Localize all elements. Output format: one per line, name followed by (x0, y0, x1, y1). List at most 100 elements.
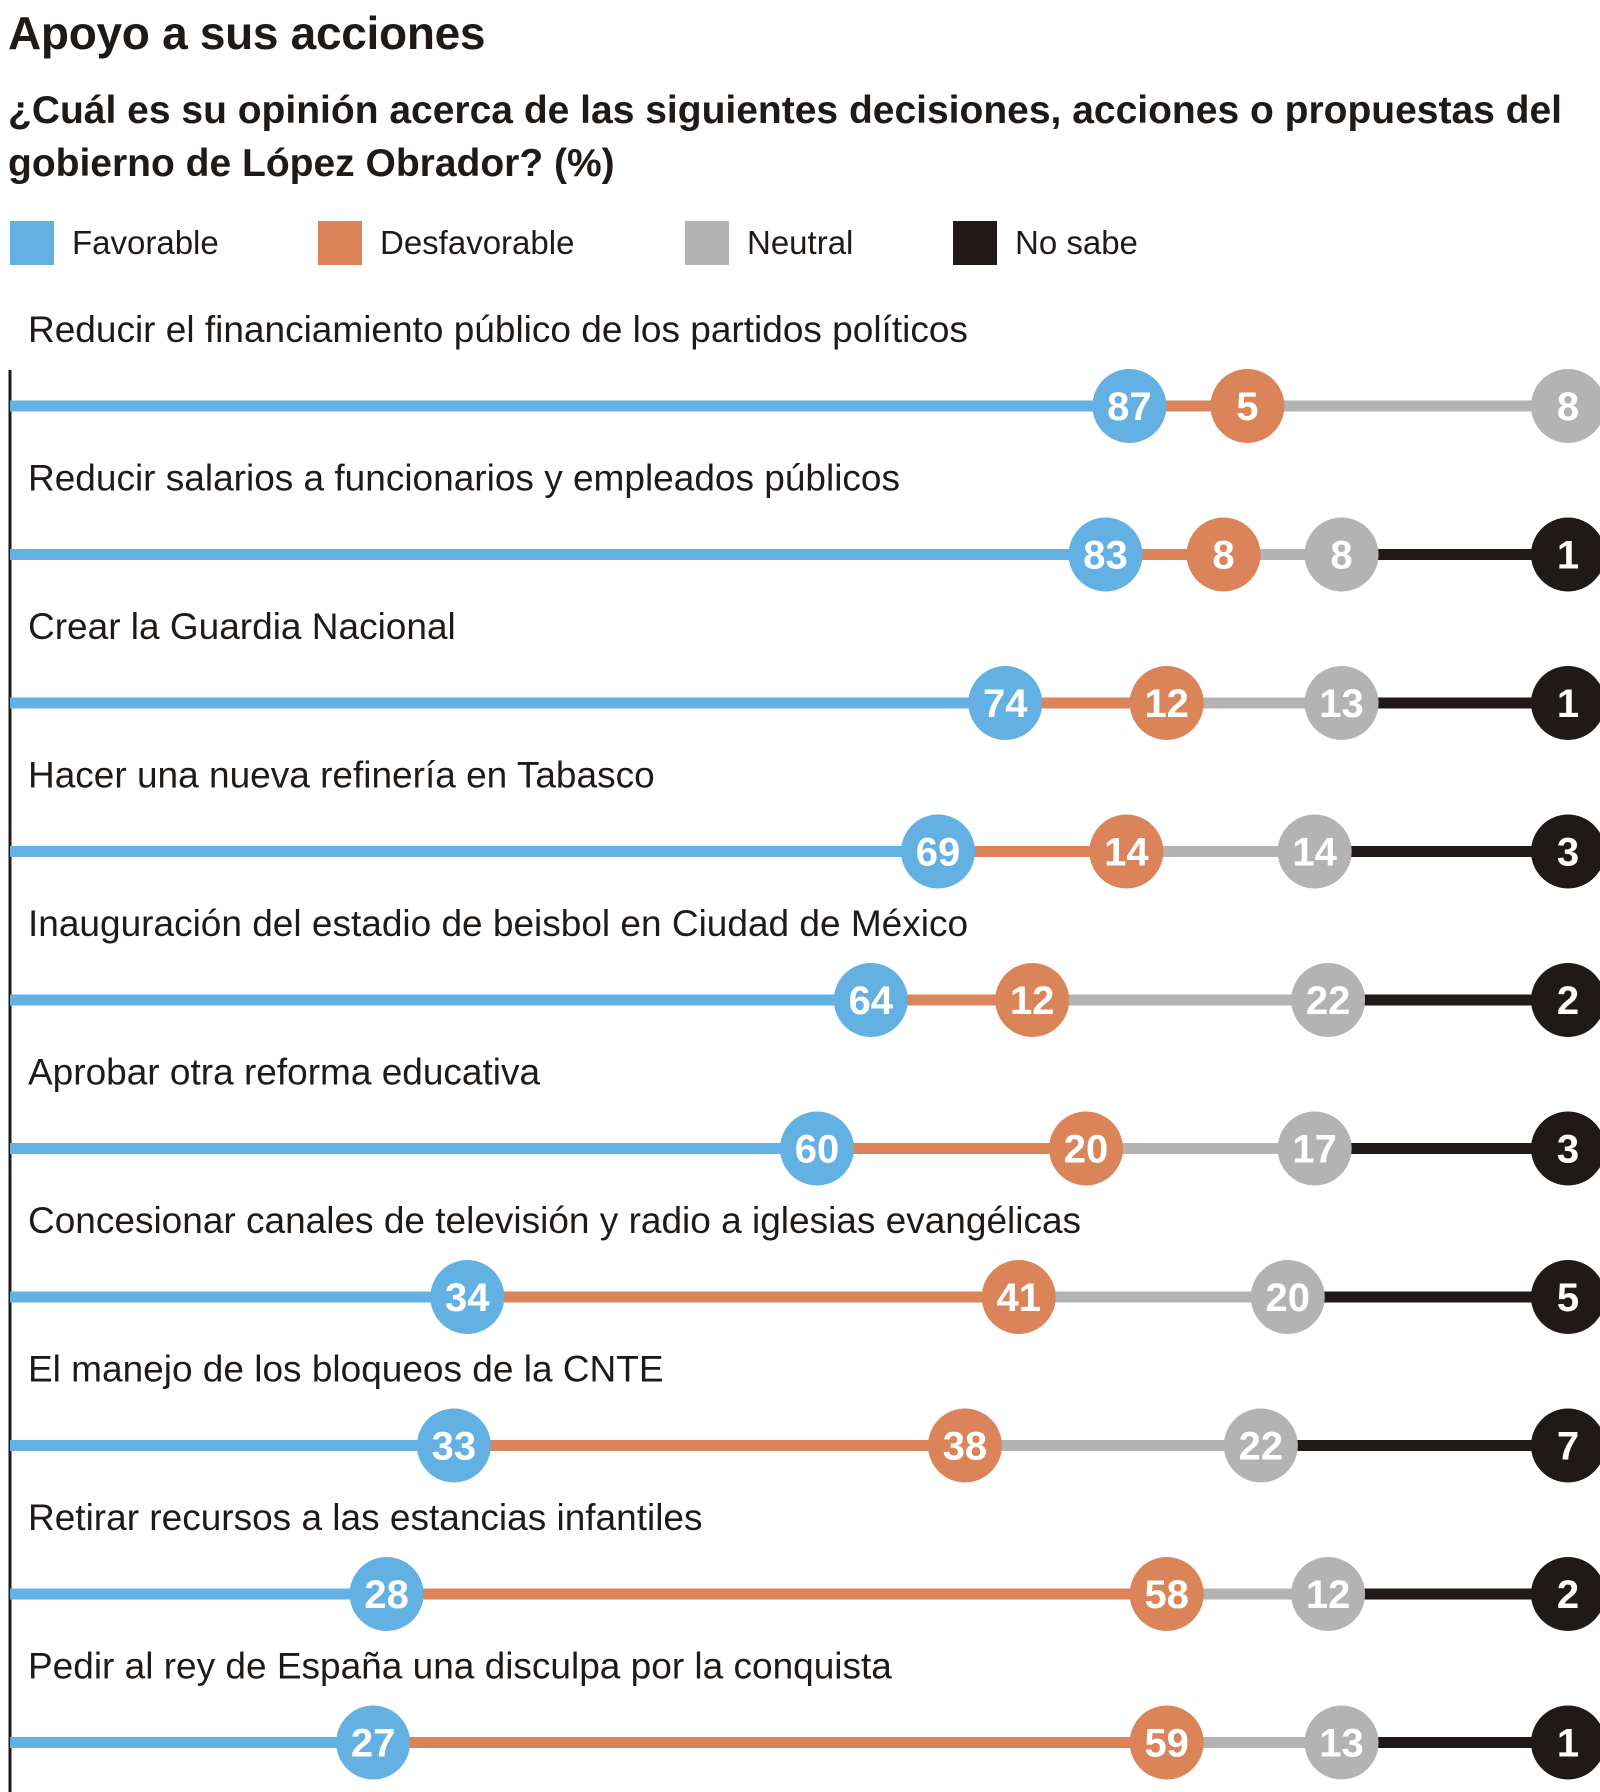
marker-desfavorable-10 (1129, 1705, 1204, 1780)
marker-favorable-8 (416, 1408, 491, 1483)
marker-neutral-4 (1277, 814, 1352, 889)
marker-favorable-2 (1068, 517, 1143, 592)
value-label-favorable-9: 28 (364, 1573, 409, 1617)
value-label-no-sabe-8: 7 (1557, 1425, 1579, 1469)
value-label-favorable-2: 83 (1083, 534, 1128, 578)
value-label-favorable-6: 60 (795, 1128, 840, 1172)
value-label-neutral-6: 17 (1292, 1128, 1337, 1172)
value-label-desfavorable-1: 5 (1236, 385, 1258, 429)
legend-swatch-favorable (10, 221, 54, 265)
marker-neutral-2 (1304, 517, 1379, 592)
value-label-neutral-2: 8 (1330, 534, 1352, 578)
value-label-desfavorable-10: 59 (1144, 1722, 1189, 1766)
marker-desfavorable-8 (927, 1408, 1002, 1483)
legend: Favorable Desfavorable Neutral No sabe (0, 218, 1600, 268)
legend-swatch-desfavorable (318, 221, 362, 265)
marker-favorable-3 (968, 666, 1043, 740)
value-label-no-sabe-9: 2 (1557, 1573, 1579, 1617)
value-label-desfavorable-5: 12 (1010, 979, 1055, 1023)
value-label-no-sabe-3: 1 (1557, 682, 1579, 726)
value-label-desfavorable-8: 38 (943, 1425, 988, 1469)
legend-item-no-sabe: No sabe (953, 218, 1138, 268)
row-label-1: Reducir el financiamiento público de los… (28, 309, 968, 350)
row-label-10: Pedir al rey de España una disculpa por … (28, 1646, 892, 1687)
marker-neutral-3 (1304, 666, 1379, 740)
marker-neutral-6 (1277, 1111, 1352, 1186)
value-label-desfavorable-2: 8 (1212, 534, 1234, 578)
marker-desfavorable-4 (1089, 814, 1164, 889)
marker-neutral-1 (1531, 369, 1600, 443)
marker-favorable-10 (336, 1705, 411, 1780)
value-label-neutral-5: 22 (1306, 979, 1351, 1023)
row-label-9: Retirar recursos a las estancias infanti… (28, 1497, 703, 1538)
marker-no-sabe-3 (1531, 666, 1600, 740)
value-label-no-sabe-7: 5 (1557, 1276, 1579, 1320)
row-label-5: Inauguración del estadio de beisbol en C… (28, 903, 968, 944)
value-label-neutral-3: 13 (1319, 682, 1364, 726)
legend-label-favorable: Favorable (72, 224, 219, 261)
value-label-no-sabe-6: 3 (1557, 1128, 1579, 1172)
value-label-desfavorable-3: 12 (1144, 682, 1189, 726)
marker-no-sabe-10 (1531, 1705, 1600, 1780)
value-label-no-sabe-4: 3 (1557, 831, 1579, 875)
marker-favorable-5 (833, 963, 908, 1037)
marker-no-sabe-5 (1531, 963, 1600, 1037)
marker-desfavorable-6 (1049, 1111, 1123, 1186)
marker-no-sabe-8 (1531, 1408, 1600, 1483)
legend-label-desfavorable: Desfavorable (380, 224, 575, 261)
marker-desfavorable-7 (981, 1260, 1056, 1334)
value-label-neutral-10: 13 (1319, 1722, 1364, 1766)
marker-no-sabe-6 (1531, 1111, 1600, 1186)
value-label-favorable-4: 69 (916, 831, 961, 875)
value-label-favorable-3: 74 (983, 682, 1028, 726)
value-label-favorable-8: 33 (432, 1425, 477, 1469)
marker-desfavorable-9 (1129, 1557, 1204, 1631)
value-label-favorable-5: 64 (849, 979, 894, 1023)
row-label-2: Reducir salarios a funcionarios y emplea… (28, 458, 900, 499)
row-label-6: Aprobar otra reforma educativa (28, 1052, 541, 1093)
legend-swatch-no-sabe (953, 221, 997, 265)
marker-no-sabe-2 (1531, 517, 1600, 592)
value-label-neutral-7: 20 (1266, 1276, 1311, 1320)
row-label-4: Hacer una nueva refinería en Tabasco (28, 755, 655, 796)
value-label-favorable-1: 87 (1107, 385, 1152, 429)
chart-subtitle: ¿Cuál es su opinión acerca de las siguie… (8, 89, 1563, 185)
legend-item-neutral: Neutral (685, 218, 853, 268)
legend-label-neutral: Neutral (747, 224, 854, 261)
value-label-desfavorable-9: 58 (1144, 1573, 1189, 1617)
marker-favorable-4 (901, 814, 976, 889)
marker-no-sabe-9 (1531, 1557, 1600, 1631)
marker-neutral-8 (1223, 1408, 1298, 1483)
marker-neutral-7 (1250, 1260, 1325, 1334)
row-label-8: El manejo de los bloqueos de la CNTE (28, 1349, 664, 1390)
value-label-favorable-7: 34 (445, 1276, 490, 1320)
marker-no-sabe-4 (1531, 814, 1600, 889)
marker-favorable-1 (1092, 369, 1167, 443)
marker-neutral-10 (1304, 1705, 1379, 1780)
legend-item-desfavorable: Desfavorable (318, 218, 574, 268)
marker-desfavorable-2 (1186, 517, 1261, 592)
value-label-neutral-4: 14 (1292, 831, 1337, 875)
value-label-favorable-10: 27 (351, 1722, 396, 1766)
legend-label-no-sabe: No sabe (1015, 224, 1138, 261)
row-label-7: Concesionar canales de televisión y radi… (28, 1200, 1081, 1241)
legend-swatch-neutral (685, 221, 729, 265)
marker-favorable-9 (349, 1557, 424, 1631)
value-label-no-sabe-10: 1 (1557, 1722, 1579, 1766)
marker-favorable-7 (430, 1260, 505, 1334)
legend-item-favorable: Favorable (10, 218, 219, 268)
marker-desfavorable-5 (995, 963, 1070, 1037)
marker-neutral-5 (1291, 963, 1366, 1037)
marker-neutral-9 (1291, 1557, 1366, 1631)
marker-no-sabe-7 (1531, 1260, 1600, 1334)
value-label-neutral-1: 8 (1557, 385, 1579, 429)
row-label-3: Crear la Guardia Nacional (28, 606, 456, 647)
value-label-desfavorable-4: 14 (1104, 831, 1149, 875)
value-label-no-sabe-5: 2 (1557, 979, 1579, 1023)
marker-desfavorable-3 (1129, 666, 1204, 740)
value-label-neutral-8: 22 (1239, 1425, 1284, 1469)
value-label-desfavorable-6: 20 (1064, 1128, 1109, 1172)
marker-favorable-6 (780, 1111, 854, 1186)
value-label-desfavorable-7: 41 (997, 1276, 1042, 1320)
